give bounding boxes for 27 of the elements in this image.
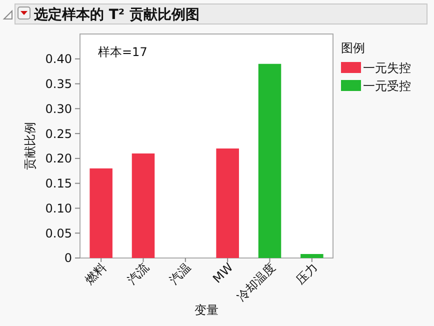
x-tick-label: 燃料 — [82, 260, 110, 288]
x-tick-label: 压力 — [293, 260, 320, 288]
x-axis-title: 变量 — [194, 303, 218, 317]
bar — [216, 148, 239, 258]
bar — [258, 64, 282, 258]
y-tick-label: 0.25 — [45, 126, 72, 141]
bar — [132, 153, 155, 258]
chart-title: 选定样本的 T² 贡献比例图 — [33, 6, 200, 23]
x-tick-label: 汽温 — [166, 260, 194, 288]
y-tick-label: 0 — [64, 251, 72, 266]
legend-label: 一元失控 — [363, 61, 411, 75]
bar — [90, 168, 112, 258]
annotation: 样本=17 — [98, 45, 148, 59]
y-tick-label: 0.35 — [45, 76, 72, 91]
y-tick-label: 0.15 — [45, 176, 72, 191]
y-tick-label: 0.30 — [45, 102, 72, 116]
x-tick-label: 冷却温度 — [234, 260, 278, 304]
y-tick-label: 0.10 — [45, 201, 72, 216]
y-tick-label: 0.20 — [45, 152, 72, 166]
y-tick-label: 0.05 — [45, 226, 72, 240]
y-axis-title: 贡献比例 — [23, 122, 37, 170]
y-tick-label: 0.40 — [45, 52, 72, 66]
bar — [300, 254, 324, 258]
legend-label: 一元受控 — [363, 79, 411, 93]
legend-title: 图例 — [341, 41, 365, 55]
x-tick-label: 汽流 — [124, 260, 152, 288]
x-tick-label: MW — [210, 260, 236, 286]
